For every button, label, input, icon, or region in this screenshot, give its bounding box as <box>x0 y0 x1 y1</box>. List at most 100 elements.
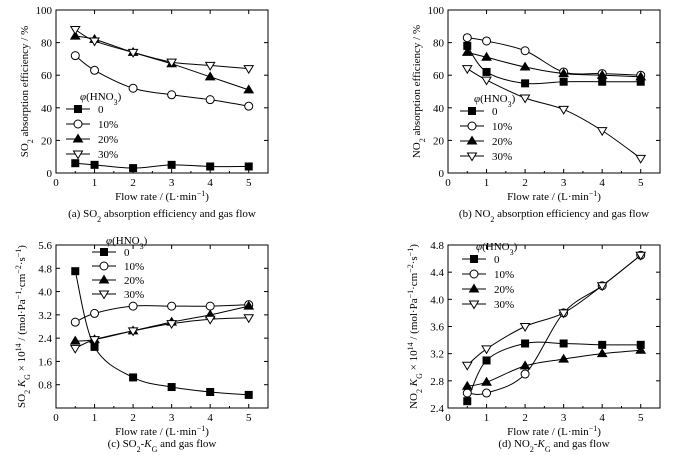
text-part: Flow rate / (L·min <box>507 426 589 438</box>
data-point <box>166 58 178 68</box>
series-line <box>467 37 641 76</box>
text-part: -K <box>534 438 546 450</box>
text-part: 2 <box>137 445 141 454</box>
text-part: ) <box>144 235 148 247</box>
data-point <box>70 51 80 61</box>
legend-marker <box>72 150 84 160</box>
series-line <box>75 304 249 323</box>
series-0 <box>463 339 645 406</box>
legend: φ(HNO3)010%20%30% <box>462 241 518 311</box>
data-point <box>90 65 100 75</box>
y-tick-label: 20 <box>41 135 53 147</box>
text-part: (b) NO <box>459 208 491 220</box>
y-tick-label: 60 <box>433 70 445 82</box>
data-point <box>559 339 568 348</box>
legend-marker <box>467 121 477 131</box>
series-0 <box>71 267 253 399</box>
series-20 <box>461 344 647 390</box>
data-point <box>461 46 473 56</box>
legend: φ(HNO3)010%20%30% <box>66 91 122 161</box>
text-part: Flow rate / (L·min <box>507 191 589 203</box>
text-part: 2 <box>97 215 101 224</box>
legend-label: 20% <box>98 134 118 146</box>
text-part: (HNO <box>482 241 510 253</box>
data-point <box>71 159 80 168</box>
y-axis-label: SO2 KG × 1014 / (mol·Pa−1·cm−2·s−1) <box>14 245 32 408</box>
text-part: ·cm <box>408 272 420 290</box>
text-part: absorption efficiency and gas flow <box>494 208 649 220</box>
data-point <box>243 65 255 75</box>
plot-frame <box>447 9 661 174</box>
data-point <box>519 323 531 332</box>
data-point <box>635 154 647 164</box>
series-line <box>75 29 249 70</box>
series-30 <box>69 26 255 75</box>
y-tick-label: 4.0 <box>38 287 52 299</box>
x-tick-label: 1 <box>92 412 98 424</box>
text-part: Flow rate / (L·min <box>115 426 197 438</box>
series-line <box>75 162 249 169</box>
x-axis-label: Flow rate / (L·min−1) <box>115 424 209 439</box>
data-point <box>462 33 472 43</box>
text-part: 2 <box>415 389 424 393</box>
text-part: φ <box>474 93 480 105</box>
text-part: 2 <box>23 390 32 394</box>
x-tick-label: 3 <box>561 177 567 189</box>
series-10 <box>462 250 646 398</box>
x-tick-label: 2 <box>130 177 136 189</box>
figure-caption: (a) SO2 absorption efficiency and gas fl… <box>68 208 256 224</box>
text-part: ·cm <box>16 273 28 291</box>
text-part: SO <box>19 143 31 157</box>
data-point <box>128 83 138 93</box>
text-part: Flow rate / (L·min <box>115 191 197 203</box>
series-30 <box>461 251 647 371</box>
series-line <box>75 317 249 349</box>
data-point <box>167 90 177 100</box>
series-10 <box>70 300 254 327</box>
text-part: ) <box>118 91 122 103</box>
series-20 <box>461 46 647 81</box>
data-point <box>166 320 178 330</box>
x-tick-label: 2 <box>522 177 528 189</box>
text-part: ) <box>205 426 209 438</box>
y-tick-label: 40 <box>41 103 53 115</box>
legend-label: 10% <box>98 119 118 131</box>
y-tick-label: 1.6 <box>38 356 52 368</box>
panel-d: 0 1 2 3 4 5 2.4 2.8 3.2 3.6 4.0 4.4 4.8 Flow rate / (… <box>406 240 661 454</box>
data-point <box>129 373 138 382</box>
legend-marker <box>98 290 110 300</box>
y-tick-label: 5.6 <box>38 240 52 252</box>
data-point <box>89 37 100 47</box>
legend-marker <box>74 105 82 113</box>
x-tick-label: 0 <box>445 412 451 424</box>
text-part: absorption efficiency / % <box>19 26 31 139</box>
legend-label: 20% <box>494 284 514 296</box>
data-point <box>244 101 254 111</box>
text-part: SO <box>16 394 28 408</box>
text-part: 3 <box>140 242 144 251</box>
legend-label: 0 <box>98 104 104 116</box>
x-tick-label: 4 <box>599 412 605 424</box>
y-tick-label: 2.4 <box>430 403 444 415</box>
text-part: (HNO <box>86 91 114 103</box>
data-point <box>244 390 253 399</box>
text-part: × 10 <box>408 350 420 373</box>
x-tick-label: 4 <box>207 412 213 424</box>
text-part: −1 <box>589 424 598 433</box>
y-tick-label: 4.4 <box>430 267 444 279</box>
legend-marker <box>468 300 480 310</box>
data-point <box>521 79 530 88</box>
text-part: φ <box>80 91 86 103</box>
text-part: G <box>545 445 551 454</box>
x-tick-label: 3 <box>169 412 175 424</box>
data-point <box>519 360 531 370</box>
text-part: G <box>415 373 424 379</box>
data-point <box>89 336 100 346</box>
legend-label: 30% <box>98 149 118 161</box>
data-point <box>70 317 80 327</box>
y-tick-label: 4.8 <box>430 240 444 252</box>
text-part: ) <box>205 191 209 203</box>
x-tick-label: 1 <box>92 177 98 189</box>
data-point <box>69 335 81 345</box>
